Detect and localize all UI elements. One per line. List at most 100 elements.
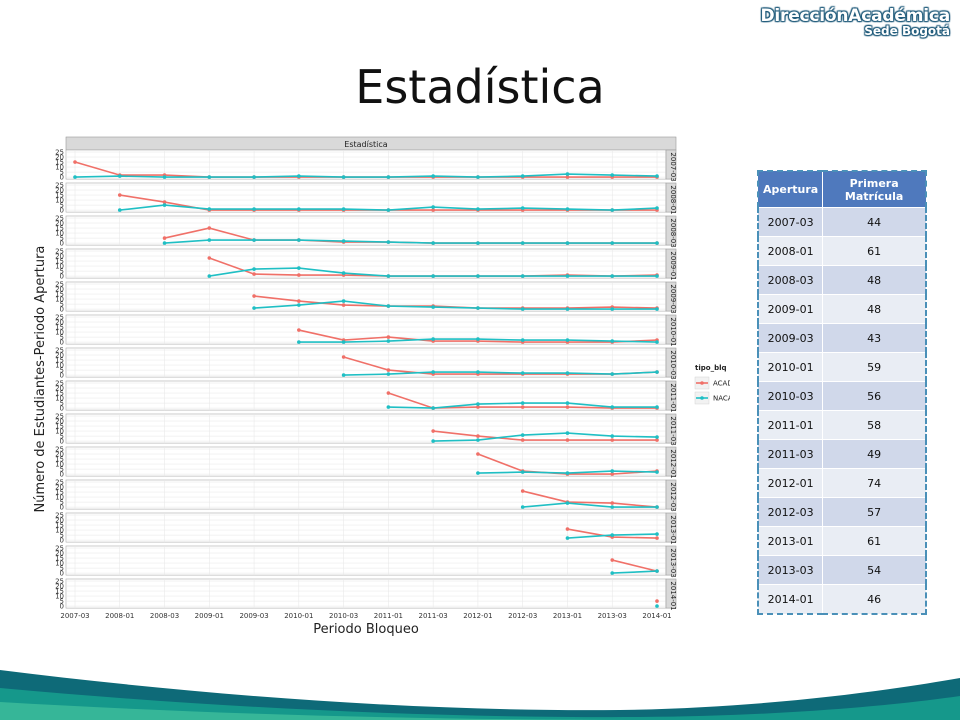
y-tick-label: 10 (55, 461, 64, 469)
chart-title: Estadística (344, 140, 387, 149)
data-point-nacad (610, 173, 615, 177)
data-point-nacad (520, 401, 525, 405)
table-header-primera-matricula: Primera Matrícula (822, 171, 926, 208)
y-tick-label: 20 (55, 451, 64, 459)
x-tick-label: 2008-01 (105, 612, 134, 620)
x-tick-label: 2013-01 (553, 612, 582, 620)
data-point-nacad (207, 274, 212, 278)
y-tick-label: 10 (55, 362, 64, 370)
data-point-nacad (386, 339, 391, 343)
y-tick-label: 15 (55, 159, 64, 167)
data-point-acad (386, 335, 391, 339)
data-point-nacad (565, 431, 570, 435)
data-point-nacad (431, 406, 435, 410)
y-tick-label: 20 (55, 418, 64, 426)
y-tick-label: 5 (60, 202, 64, 210)
table-body: 2007-03 44 2008-01 61 2008-03 48 2009-01 48 2009… (758, 207, 926, 614)
data-point-acad (610, 472, 615, 476)
y-tick-label: 10 (55, 593, 64, 601)
y-tick-label: 0 (60, 372, 64, 380)
data-point-nacad (431, 337, 435, 341)
series-line-nacad (254, 300, 657, 310)
panel-strip (665, 413, 677, 444)
data-point-nacad (341, 299, 346, 303)
data-point-nacad (162, 175, 167, 179)
table-row: 2008-03 48 (758, 265, 926, 295)
y-tick-label: 25 (55, 380, 64, 388)
legend-label-nacad: NACAD (713, 395, 730, 403)
table-cell-apertura: 2012-03 (758, 497, 823, 527)
legend-label-acad: ACAD (713, 380, 730, 388)
y-tick-label: 25 (55, 413, 64, 421)
panel-background (65, 248, 667, 279)
data-point-nacad (207, 207, 212, 211)
data-point-acad (207, 226, 212, 230)
data-point-nacad (520, 338, 525, 342)
y-tick-label: 25 (55, 314, 64, 322)
data-point-acad (252, 294, 256, 298)
data-point-nacad (610, 241, 615, 245)
y-tick-label: 5 (60, 268, 64, 276)
table-cell-primera-matricula: 44 (822, 207, 926, 237)
y-tick-label: 15 (55, 291, 64, 299)
table-cell-apertura: 2011-03 (758, 439, 823, 469)
x-axis-label: Periodo Bloqueo (313, 622, 419, 637)
y-tick-label: 15 (55, 555, 64, 563)
y-tick-label: 25 (55, 281, 64, 289)
table-row: 2007-03 44 (758, 207, 926, 237)
y-tick-label: 5 (60, 433, 64, 441)
data-point-nacad (207, 175, 212, 179)
data-point-nacad (386, 372, 391, 376)
legend-key-point-nacad (700, 396, 704, 400)
data-point-nacad (655, 174, 659, 178)
x-tick-label: 2014-01 (642, 612, 671, 620)
y-tick-label: 5 (60, 169, 64, 177)
series-line-nacad (164, 239, 657, 244)
y-tick-label: 20 (55, 550, 64, 558)
y-tick-label: 25 (55, 149, 64, 157)
data-point-acad (73, 160, 77, 164)
table-cell-apertura: 2009-03 (758, 323, 823, 353)
data-point-nacad (476, 207, 480, 211)
table-header-row: Apertura Primera Matrícula (758, 171, 926, 208)
y-tick-label: 10 (55, 197, 64, 205)
data-point-acad (386, 391, 391, 395)
data-point-acad (297, 299, 301, 303)
panel-label: 2011-01 (669, 383, 677, 412)
y-tick-label: 10 (55, 494, 64, 502)
data-point-nacad (655, 405, 659, 409)
table-cell-apertura: 2007-03 (758, 207, 823, 237)
data-point-nacad (117, 174, 122, 178)
data-point-nacad (252, 175, 256, 179)
data-point-nacad (610, 372, 615, 376)
table-cell-primera-matricula: 59 (822, 352, 926, 382)
data-point-nacad (655, 274, 659, 278)
data-point-nacad (162, 241, 167, 245)
panel-strip (665, 578, 677, 609)
y-tick-label: 10 (55, 395, 64, 403)
panel-background (65, 545, 667, 576)
table-row: 2010-03 56 (758, 381, 926, 411)
panel-label: 2008-01 (669, 185, 677, 214)
table-cell-apertura: 2013-03 (758, 555, 823, 585)
data-point-acad (610, 438, 615, 442)
data-point-nacad (341, 207, 346, 211)
legend-title: tipo_blq (695, 364, 727, 372)
data-point-nacad (565, 172, 570, 176)
x-tick-label: 2011-01 (374, 612, 403, 620)
y-tick-label: 10 (55, 329, 64, 337)
data-point-acad (476, 434, 480, 438)
y-tick-label: 20 (55, 286, 64, 294)
data-point-nacad (252, 207, 256, 211)
y-tick-label: 0 (60, 570, 64, 578)
y-tick-label: 0 (60, 438, 64, 446)
data-point-nacad (565, 501, 570, 505)
data-point-acad (386, 368, 391, 372)
data-point-nacad (297, 238, 301, 242)
table-row: 2011-01 58 (758, 410, 926, 440)
table-cell-apertura: 2011-01 (758, 410, 823, 440)
data-point-nacad (476, 274, 480, 278)
table-cell-primera-matricula: 49 (822, 439, 926, 469)
panel-label: 2007-03 (669, 152, 677, 181)
